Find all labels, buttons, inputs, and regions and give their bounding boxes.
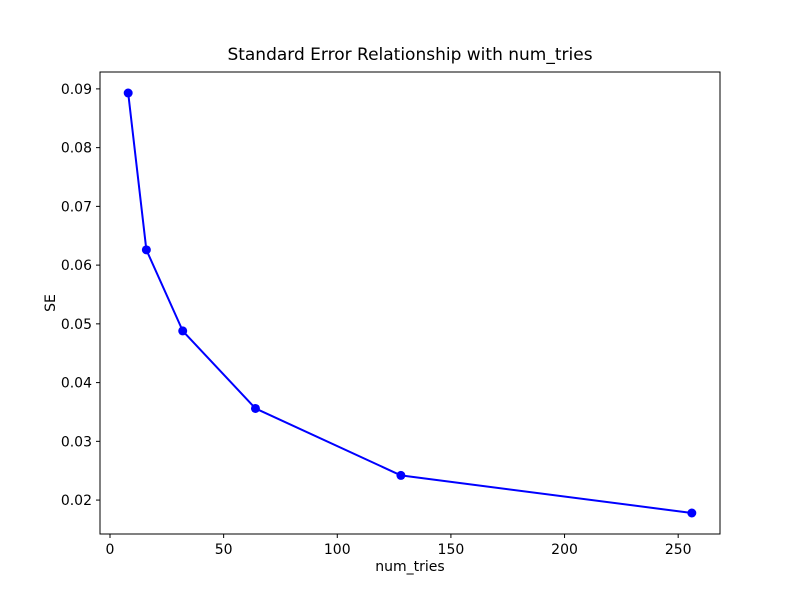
y-tick-label: 0.02 — [61, 493, 92, 509]
data-point — [141, 245, 151, 255]
y-tick-label: 0.05 — [61, 317, 92, 333]
x-tick-label: 200 — [551, 542, 578, 558]
x-tick-label: 250 — [665, 542, 692, 558]
x-tick-label: 100 — [324, 542, 351, 558]
x-tick-label: 50 — [215, 542, 233, 558]
y-axis-label: SE — [43, 294, 59, 312]
x-axis-label: num_tries — [375, 559, 445, 575]
data-point — [687, 508, 697, 518]
x-tick-label: 150 — [438, 542, 465, 558]
data-point — [123, 88, 133, 98]
x-tick-label: 0 — [106, 542, 115, 558]
data-line — [127, 92, 693, 514]
plot-frame — [99, 71, 721, 535]
y-tick-label: 0.07 — [61, 199, 92, 215]
chart-title: Standard Error Relationship with num_tri… — [227, 45, 593, 65]
y-tick-label: 0.06 — [61, 258, 92, 274]
y-tick-label: 0.09 — [61, 82, 92, 98]
data-point — [396, 470, 406, 480]
data-point — [250, 403, 260, 413]
y-tick-label: 0.08 — [61, 141, 92, 157]
y-tick-label: 0.04 — [61, 376, 92, 392]
y-tick-label: 0.03 — [61, 434, 92, 450]
data-point — [178, 326, 188, 336]
